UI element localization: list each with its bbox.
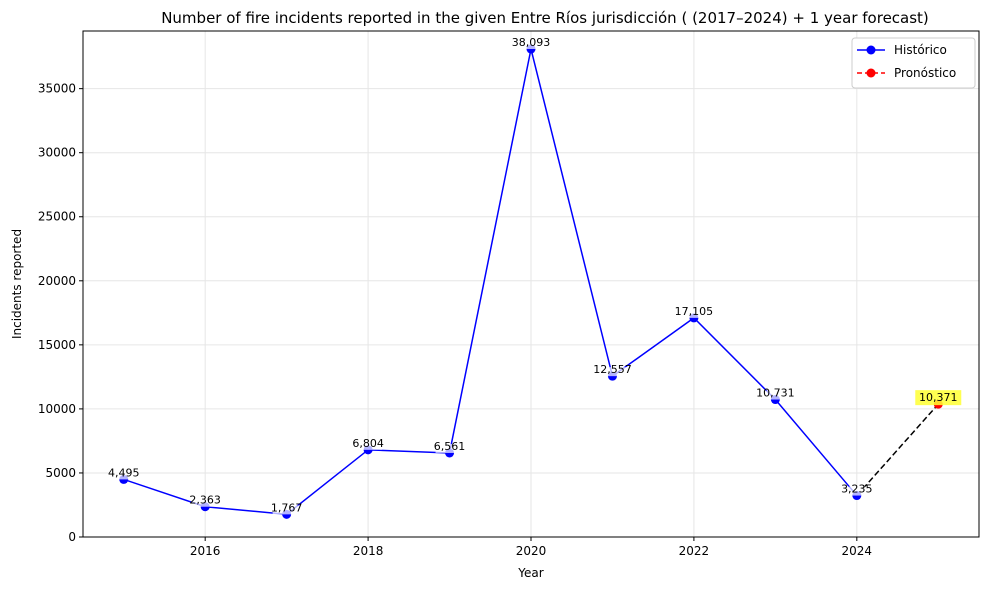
y-tick-label: 5000 xyxy=(45,466,76,480)
y-axis-ticks: 0 5000 10000 15000 20000 25000 30000 35000 xyxy=(38,82,83,544)
data-label-historico: 4,495 xyxy=(108,466,140,479)
y-tick-label: 25000 xyxy=(38,210,76,224)
x-tick-label: 2020 xyxy=(516,544,547,558)
data-label-background xyxy=(842,486,871,496)
y-axis-label: Incidents reported xyxy=(10,229,24,339)
x-tick-label: 2024 xyxy=(842,544,873,558)
y-tick-label: 30000 xyxy=(38,146,76,160)
data-label-historico: 12,557 xyxy=(593,363,632,376)
data-label-historico: 3,235 xyxy=(841,483,873,496)
series-line-pronostico xyxy=(856,403,939,497)
series-lines xyxy=(123,48,939,516)
x-tick-label: 2018 xyxy=(353,544,384,558)
y-tick-label: 20000 xyxy=(38,274,76,288)
y-tick-label: 35000 xyxy=(38,82,76,96)
legend: Histórico Pronóstico xyxy=(851,37,976,89)
data-label-background xyxy=(679,308,708,318)
series-line-historico xyxy=(123,48,858,516)
x-tick-label: 2022 xyxy=(679,544,710,558)
data-label-historico: 6,804 xyxy=(352,437,384,450)
data-label-pronostico: 10,371 xyxy=(919,391,958,404)
data-label-background xyxy=(761,390,790,400)
data-label-highlight xyxy=(915,390,962,406)
data-label-historico: 1,767 xyxy=(271,501,303,514)
grid-lines xyxy=(83,31,979,538)
legend-marker-pronostico xyxy=(866,68,876,78)
legend-marker-historico xyxy=(866,45,876,55)
data-label-background xyxy=(517,40,545,50)
data-label-background xyxy=(191,497,220,507)
data-labels: 4,495 2,363 1,767 6,804 6,561 38,093 12,557 17,… xyxy=(108,36,962,515)
y-tick-label: 10000 xyxy=(38,402,76,416)
data-label-background xyxy=(435,443,464,453)
data-label-background xyxy=(272,505,301,515)
x-tick-label: 2016 xyxy=(190,544,221,558)
data-label-historico: 17,105 xyxy=(675,305,714,318)
chart-title: Number of fire incidents reported in the… xyxy=(161,9,929,27)
data-label-historico: 6,561 xyxy=(434,440,466,453)
legend-label-pronostico: Pronóstico xyxy=(894,66,956,80)
data-label-historico: 10,731 xyxy=(756,387,795,400)
x-axis-label: Year xyxy=(517,566,543,580)
data-label-background xyxy=(598,367,627,377)
data-label-historico: 38,093 xyxy=(512,36,551,49)
data-label-background xyxy=(109,470,138,480)
data-label-background xyxy=(354,440,383,450)
data-label-historico: 2,363 xyxy=(189,494,221,507)
legend-label-historico: Histórico xyxy=(894,43,947,57)
y-tick-label: 15000 xyxy=(38,338,76,352)
x-axis-ticks: 2016 2018 2020 2022 2024 xyxy=(190,537,872,558)
y-tick-label: 0 xyxy=(68,530,76,544)
